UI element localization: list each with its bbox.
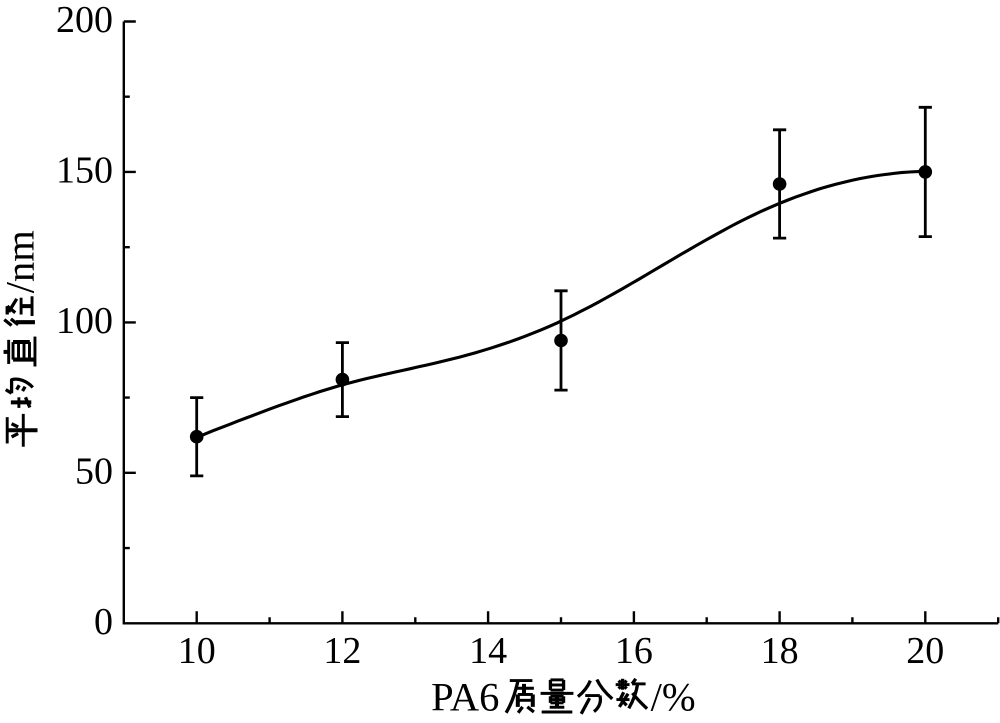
svg-text:/%: /% [651,675,696,720]
svg-text:10: 10 [178,630,216,672]
svg-text:0: 0 [94,601,113,643]
svg-text:18: 18 [761,630,799,672]
svg-text:20: 20 [906,630,944,672]
svg-text:50: 50 [75,451,113,493]
svg-text:100: 100 [56,300,113,342]
svg-text:PA6: PA6 [431,675,499,720]
svg-text:12: 12 [323,630,361,672]
svg-text:/nm: /nm [0,230,42,293]
svg-text:150: 150 [56,150,113,192]
svg-text:14: 14 [469,630,507,672]
svg-text:16: 16 [615,630,653,672]
svg-text:200: 200 [56,0,113,41]
